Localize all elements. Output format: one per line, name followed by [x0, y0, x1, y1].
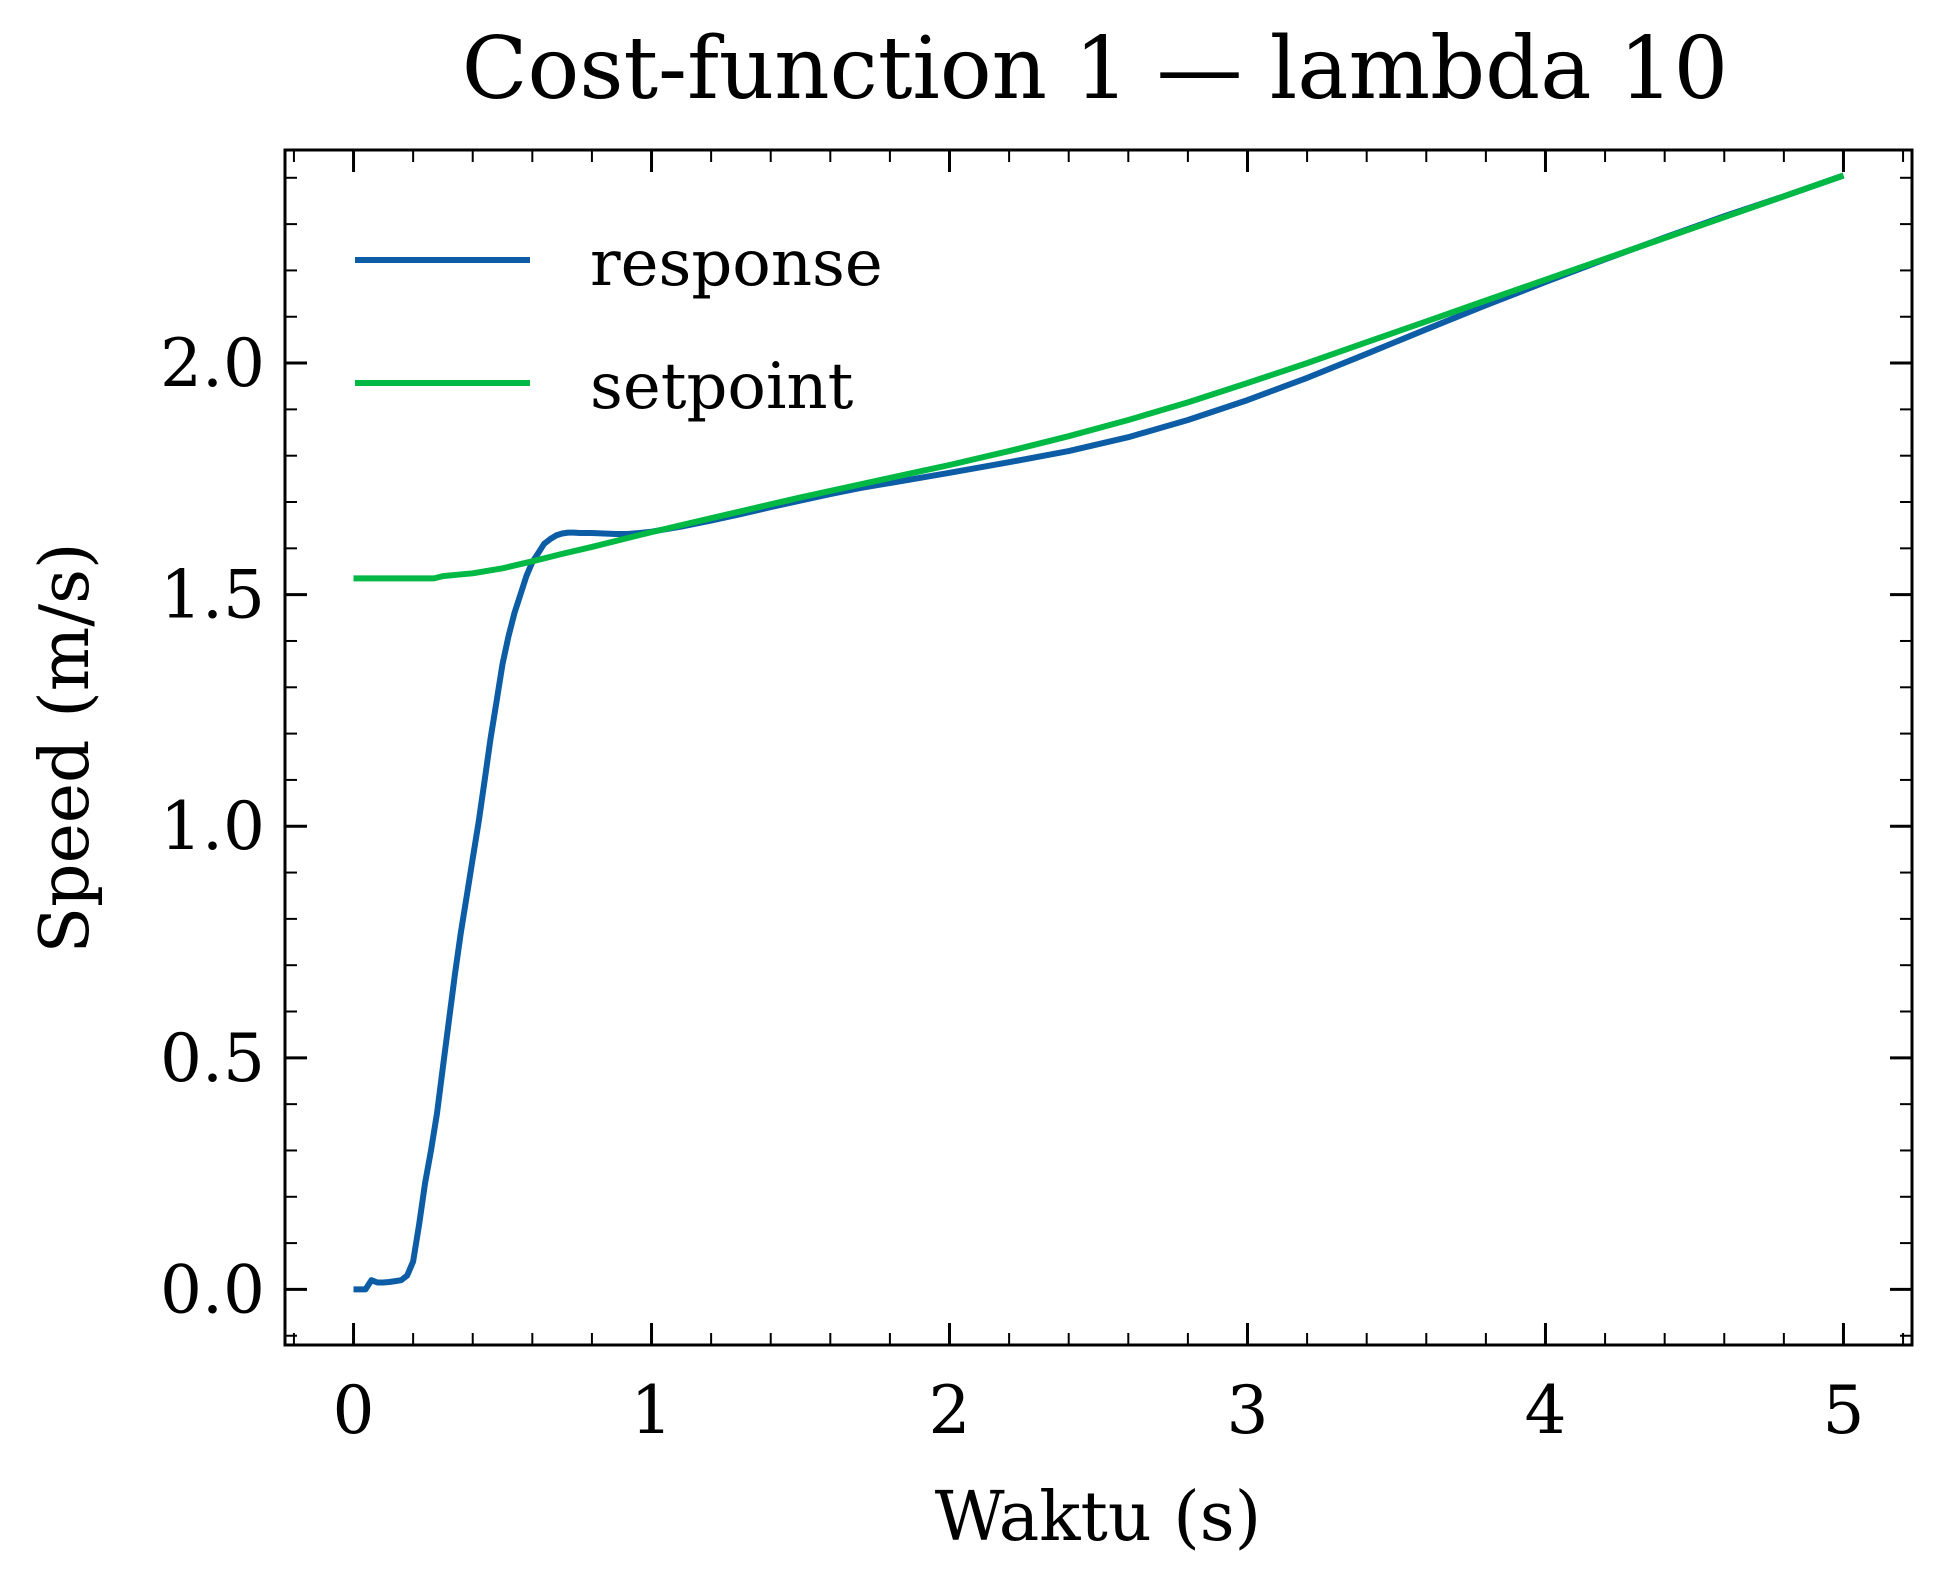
y-tick-label: 0.5	[160, 1020, 265, 1097]
legend-label-response: response	[590, 227, 883, 301]
y-tick-label: 2.0	[160, 325, 265, 402]
series-line-response	[353, 172, 1845, 1293]
minor-ticks	[285, 150, 1912, 1345]
y-tick-label: 1.0	[160, 788, 265, 865]
legend: response setpoint	[355, 227, 883, 424]
x-tick-label: 0	[333, 1372, 375, 1449]
x-tick-label: 5	[1822, 1372, 1864, 1449]
x-tick-label: 1	[631, 1372, 673, 1449]
x-tick-label: 3	[1226, 1372, 1268, 1449]
y-tick-label: 0.0	[160, 1251, 265, 1328]
y-tick-label: 1.5	[160, 557, 265, 634]
plot-frame	[283, 148, 1914, 1347]
chart-title: Cost-function 1 — lambda 10	[462, 19, 1729, 119]
series-layer	[353, 172, 1845, 1293]
x-axis-ticks: 0 1 2 3 4 5	[333, 150, 1864, 1449]
x-tick-label: 2	[929, 1372, 971, 1449]
y-axis-label: Speed (m/s)	[26, 542, 105, 953]
legend-label-setpoint: setpoint	[590, 350, 854, 424]
x-tick-label: 4	[1524, 1372, 1566, 1449]
series-line-setpoint	[353, 172, 1845, 582]
x-axis-label: Waktu (s)	[935, 1478, 1261, 1557]
y-axis-ticks: 0.0 0.5 1.0 1.5 2.0	[160, 325, 1912, 1328]
